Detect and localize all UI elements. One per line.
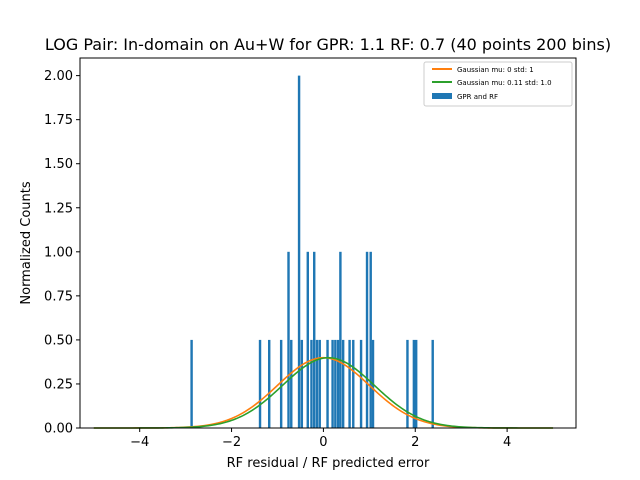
y-tick-label: 0.50 — [44, 333, 73, 348]
x-tick-label: −2 — [222, 435, 241, 450]
x-tick-label: −4 — [130, 435, 149, 450]
histogram-bar — [306, 251, 309, 428]
histogram-bar — [318, 339, 321, 428]
legend-label-gaussian-0: Gaussian mu: 0 std: 1 — [457, 66, 534, 74]
histogram-bar — [412, 339, 416, 428]
histogram-bar — [331, 339, 334, 428]
histogram-bar — [359, 339, 363, 428]
histogram-bar — [258, 339, 262, 428]
histogram-bar — [334, 339, 337, 428]
histogram-bar — [341, 339, 345, 428]
y-tick-label: 1.00 — [44, 245, 73, 260]
histogram-bar — [365, 251, 369, 428]
histogram-bar — [339, 251, 342, 428]
histogram-bar — [414, 339, 418, 428]
legend: Gaussian mu: 0 std: 1 Gaussian mu: 0.11 … — [423, 61, 573, 107]
plot-frame — [79, 57, 577, 429]
plot-area — [79, 57, 577, 429]
histogram-bar — [313, 251, 316, 428]
histogram-bar — [431, 339, 434, 428]
x-tick-label: 0 — [319, 435, 327, 450]
x-tick-label: 4 — [503, 435, 511, 450]
y-axis-ticks: 0.00 0.25 0.50 0.75 1.00 1.25 1.50 1.75 2.00 — [44, 69, 80, 437]
y-axis-label: Normalized Counts — [19, 181, 34, 304]
histogram-bar — [336, 339, 340, 428]
histogram-bar — [326, 339, 329, 428]
y-tick-label: 0.75 — [44, 289, 73, 304]
histogram-bars — [190, 75, 434, 429]
histogram-bar — [315, 339, 319, 428]
legend-label-gaussian-1: Gaussian mu: 0.11 std: 1.0 — [457, 79, 552, 87]
histogram-bar — [300, 339, 304, 428]
histogram-bar — [287, 251, 290, 428]
y-tick-label: 1.25 — [44, 201, 73, 216]
histogram-bar — [190, 339, 193, 428]
histogram-bar — [279, 339, 283, 428]
histogram-bar — [268, 339, 271, 428]
histogram-bar — [369, 251, 372, 428]
y-tick-label: 0.25 — [44, 377, 73, 392]
histogram-bar — [297, 75, 301, 429]
histogram-bar — [352, 339, 355, 428]
legend-label-histogram: GPR and RF — [457, 93, 498, 101]
y-tick-label: 1.50 — [44, 157, 73, 172]
histogram-bar — [310, 339, 313, 428]
histogram-bar — [348, 339, 351, 428]
x-axis-label: RF residual / RF predicted error — [227, 456, 430, 471]
legend-swatch-histogram — [432, 93, 452, 99]
x-tick-label: 2 — [411, 435, 419, 450]
histogram-bar — [406, 339, 409, 428]
x-axis-ticks: −4 −2 0 2 4 — [130, 428, 511, 450]
legend-frame — [423, 61, 573, 107]
y-tick-label: 0.00 — [44, 422, 73, 437]
y-tick-label: 2.00 — [44, 69, 73, 84]
y-tick-label: 1.75 — [44, 113, 73, 128]
histogram-bar — [290, 339, 293, 428]
chart-title: LOG Pair: In-domain on Au+W for GPR: 1.1… — [45, 35, 611, 54]
